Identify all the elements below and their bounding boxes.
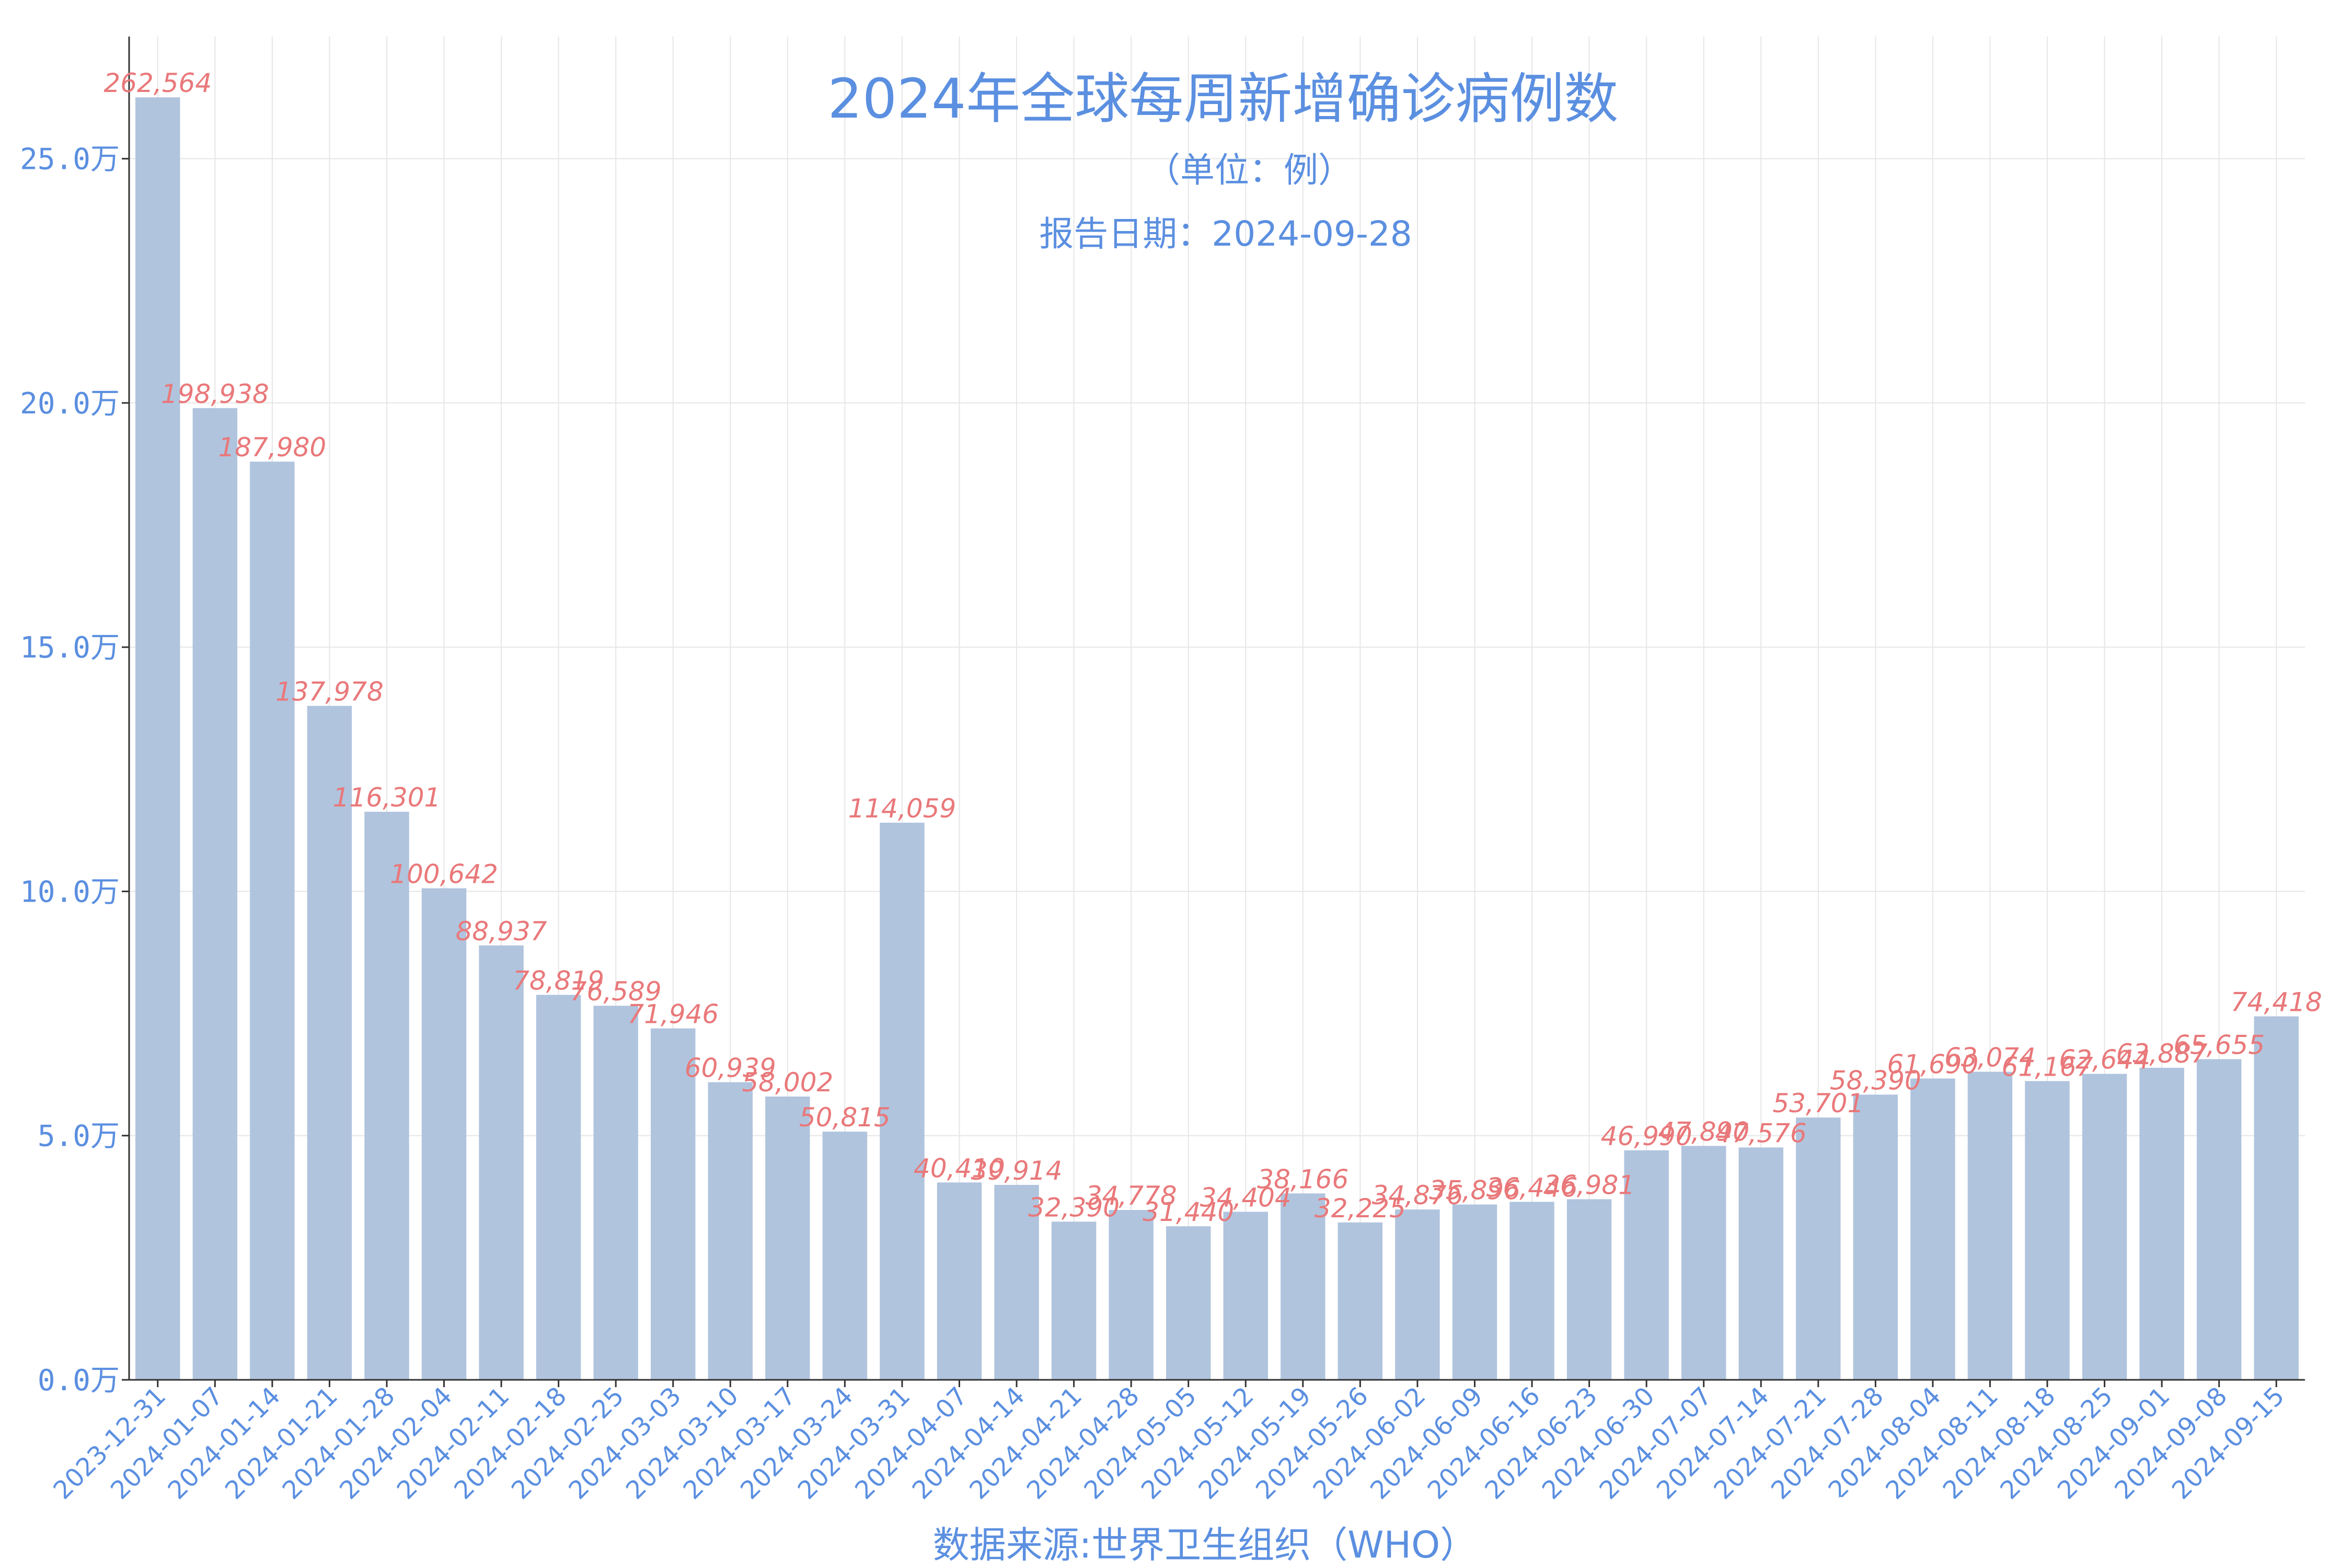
bar xyxy=(1967,1071,2013,1380)
data-label: 34,404 xyxy=(1200,1182,1292,1213)
data-label: 40,410 xyxy=(914,1153,1005,1183)
data-label: 36,981 xyxy=(1543,1170,1635,1200)
bar xyxy=(479,945,524,1380)
bar xyxy=(1223,1212,1269,1380)
data-label: 35,896 xyxy=(1429,1175,1520,1206)
bar xyxy=(994,1184,1039,1380)
data-label: 39,914 xyxy=(971,1156,1063,1186)
y-tick-label: 0.0万 xyxy=(38,1364,120,1398)
data-label: 76,589 xyxy=(570,976,662,1007)
bar xyxy=(1051,1221,1097,1380)
bar xyxy=(1853,1094,1898,1380)
data-label: 71,946 xyxy=(627,999,719,1030)
data-label: 61,690 xyxy=(1887,1049,1978,1079)
data-label: 36,446 xyxy=(1486,1172,1578,1203)
y-tick-label: 25.0万 xyxy=(20,143,120,177)
bar xyxy=(364,812,409,1380)
data-label: 32,390 xyxy=(1028,1192,1120,1223)
data-label: 116,301 xyxy=(333,782,441,813)
bar xyxy=(880,823,925,1380)
data-label: 65,655 xyxy=(2173,1030,2265,1060)
bar xyxy=(192,408,238,1380)
data-label: 137,978 xyxy=(275,677,384,707)
data-label: 62,644 xyxy=(2059,1045,2150,1075)
axes xyxy=(122,37,2305,1387)
data-label: 262,564 xyxy=(103,68,212,98)
data-label: 58,002 xyxy=(742,1067,833,1098)
bar xyxy=(1166,1226,1211,1380)
bar xyxy=(708,1082,753,1380)
bar xyxy=(1338,1222,1383,1380)
y-tick-label: 5.0万 xyxy=(38,1120,120,1154)
chart-subtitle: （单位：例） xyxy=(1146,150,1353,190)
bar xyxy=(2139,1067,2184,1380)
bar xyxy=(1395,1209,1440,1380)
bar xyxy=(421,888,467,1380)
bar xyxy=(135,97,180,1380)
data-label: 187,980 xyxy=(218,432,326,463)
bar xyxy=(2196,1059,2242,1380)
bar xyxy=(536,995,581,1380)
data-label: 47,576 xyxy=(1715,1118,1807,1148)
bar xyxy=(1681,1146,1726,1380)
report-date: 报告日期：2024-09-28 xyxy=(1039,214,1412,254)
bar xyxy=(2254,1016,2299,1380)
data-label: 58,390 xyxy=(1830,1065,1921,1096)
data-label: 32,225 xyxy=(1315,1193,1406,1224)
chart-title: 2024年全球每周新增确诊病例数 xyxy=(828,67,1619,131)
bar xyxy=(1109,1209,1154,1380)
data-label: 114,059 xyxy=(848,793,956,824)
y-tick-label: 15.0万 xyxy=(20,631,120,665)
bar xyxy=(937,1182,982,1380)
data-label: 31,440 xyxy=(1143,1197,1234,1227)
data-label: 38,166 xyxy=(1257,1164,1348,1194)
data-label: 60,939 xyxy=(685,1053,776,1083)
bar xyxy=(593,1006,638,1380)
bar xyxy=(2082,1074,2127,1380)
data-label: 46,990 xyxy=(1601,1121,1692,1151)
bar xyxy=(2025,1081,2070,1380)
bar xyxy=(1281,1193,1325,1380)
bar xyxy=(1624,1150,1669,1380)
data-label: 63,074 xyxy=(1944,1043,2036,1073)
x-axis-label: 数据来源:世界卫生组织（WHO） xyxy=(933,1524,1477,1566)
data-label: 78,819 xyxy=(513,965,604,996)
data-label: 47,890 xyxy=(1658,1116,1749,1147)
x-ticks: 2023-12-312024-01-072024-01-142024-01-21… xyxy=(48,1381,2290,1505)
bar xyxy=(822,1132,868,1380)
bar xyxy=(1796,1117,1841,1380)
data-label: 74,418 xyxy=(2231,987,2322,1018)
bar xyxy=(1566,1199,1612,1380)
bar xyxy=(307,706,352,1380)
data-label: 34,876 xyxy=(1371,1180,1463,1210)
bars xyxy=(135,97,2299,1380)
data-labels: 262,564 198,938 187,980 137,978 116,301 100,6… xyxy=(103,68,2322,1227)
y-tick-label: 10.0万 xyxy=(20,875,120,909)
bar xyxy=(250,462,295,1380)
bar xyxy=(1738,1147,1783,1380)
data-label: 61,167 xyxy=(2002,1052,2093,1082)
bar xyxy=(1509,1202,1554,1380)
bar xyxy=(1452,1204,1497,1380)
data-label: 53,701 xyxy=(1772,1088,1864,1119)
bar xyxy=(765,1096,810,1380)
data-label: 100,642 xyxy=(390,859,498,889)
y-tick-label: 20.0万 xyxy=(20,387,120,421)
bar xyxy=(1910,1078,1955,1380)
data-label: 63,887 xyxy=(2116,1039,2208,1069)
bar xyxy=(651,1028,696,1380)
data-label: 34,778 xyxy=(1086,1181,1177,1211)
data-label: 88,937 xyxy=(456,916,547,947)
data-label: 50,815 xyxy=(799,1102,891,1133)
watermark: 搜狐号@雪鸮XueXiao xyxy=(1832,1493,2276,1544)
data-label: 198,938 xyxy=(161,379,269,409)
y-ticks: 0.0万 5.0万 10.0万 15.0万 20.0万 25.0万 xyxy=(20,143,120,1398)
